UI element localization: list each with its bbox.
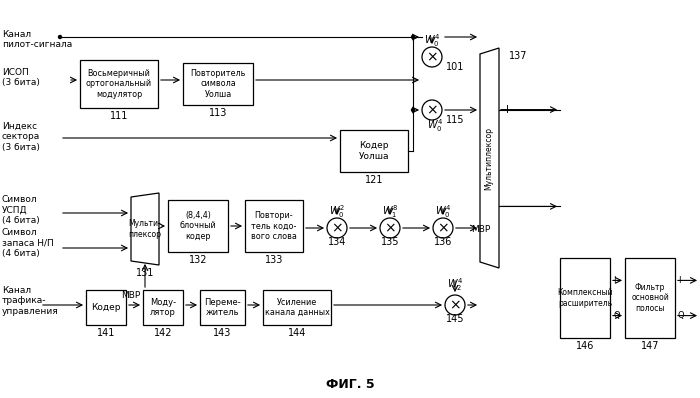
Text: Мультиплексор: Мультиплексор — [484, 127, 494, 189]
Text: $W_0^4$: $W_0^4$ — [424, 33, 440, 49]
Text: ИСОП
(3 бита): ИСОП (3 бита) — [2, 68, 40, 88]
Text: 134: 134 — [328, 237, 346, 247]
Text: 113: 113 — [209, 108, 228, 118]
Circle shape — [445, 295, 465, 315]
Text: ФИГ. 5: ФИГ. 5 — [326, 378, 374, 392]
Text: 144: 144 — [288, 328, 306, 338]
Circle shape — [59, 35, 62, 39]
Text: 101: 101 — [446, 62, 464, 72]
Text: 141: 141 — [97, 328, 116, 338]
Text: Повтори-
тель кодо-
вого слова: Повтори- тель кодо- вого слова — [251, 211, 297, 241]
Text: Канал
трафика-
управления: Канал трафика- управления — [2, 286, 59, 316]
Bar — [80, 60, 158, 108]
Text: I: I — [678, 276, 680, 285]
Text: МВР: МВР — [471, 226, 490, 234]
Text: Символ
УСПД
(4 бита): Символ УСПД (4 бита) — [2, 195, 40, 225]
Text: Мульти-
плексор: Мульти- плексор — [129, 219, 162, 239]
Text: Q: Q — [678, 311, 685, 320]
Text: 146: 146 — [576, 341, 594, 351]
Bar — [340, 130, 408, 172]
Text: 115: 115 — [446, 115, 465, 125]
Text: $W_2^4$: $W_2^4$ — [447, 277, 463, 293]
Circle shape — [433, 218, 453, 238]
Text: Усиление
канала данных: Усиление канала данных — [265, 298, 330, 317]
Text: $W_0^4$: $W_0^4$ — [435, 204, 452, 220]
Text: ×: × — [449, 298, 461, 312]
Text: 111: 111 — [110, 111, 128, 121]
Text: $W_1^8$: $W_1^8$ — [382, 204, 398, 220]
Text: Комплексный
расширитель: Комплексный расширитель — [557, 288, 612, 308]
Polygon shape — [131, 193, 159, 265]
Text: Канал
пилот-сигнала: Канал пилот-сигнала — [2, 30, 72, 49]
Text: ×: × — [426, 50, 438, 64]
Polygon shape — [480, 48, 499, 268]
Text: I: I — [613, 276, 615, 285]
Text: Кодер: Кодер — [91, 303, 120, 312]
Text: Моду-
лятор: Моду- лятор — [150, 298, 176, 317]
Text: 137: 137 — [509, 51, 528, 61]
Text: ×: × — [438, 221, 449, 235]
Text: Индекс
сектора
(3 бита): Индекс сектора (3 бита) — [2, 122, 41, 152]
Text: 142: 142 — [154, 328, 172, 338]
Circle shape — [412, 35, 414, 39]
Text: 132: 132 — [189, 255, 207, 265]
Text: Q: Q — [613, 311, 620, 320]
Text: Символ
запаса Н/П
(4 бита): Символ запаса Н/П (4 бита) — [2, 228, 54, 258]
Bar — [200, 290, 245, 325]
Text: 147: 147 — [640, 341, 659, 351]
Circle shape — [422, 47, 442, 67]
Bar — [245, 200, 303, 252]
Text: 145: 145 — [446, 314, 464, 324]
Circle shape — [380, 218, 400, 238]
Circle shape — [412, 109, 414, 111]
Text: 135: 135 — [381, 237, 399, 247]
Bar — [86, 290, 126, 325]
Text: Переме-
житель: Переме- житель — [204, 298, 241, 317]
Text: 136: 136 — [434, 237, 452, 247]
Text: I: I — [505, 105, 508, 115]
Bar — [143, 290, 183, 325]
Text: 131: 131 — [136, 268, 154, 278]
Bar — [560, 258, 610, 338]
Bar — [168, 200, 228, 252]
Bar — [625, 258, 675, 338]
Text: ×: × — [331, 221, 343, 235]
Circle shape — [327, 218, 347, 238]
Text: 121: 121 — [365, 175, 384, 185]
Text: Повторитель
символа
Уолша: Повторитель символа Уолша — [190, 69, 246, 99]
Text: Восьмеричный
ортогональный
модулятор: Восьмеричный ортогональный модулятор — [86, 69, 152, 99]
Bar — [183, 63, 253, 105]
Text: 143: 143 — [214, 328, 232, 338]
Text: (8,4,4)
блочный
кодер: (8,4,4) блочный кодер — [180, 211, 216, 241]
Text: Кодер
Уолша: Кодер Уолша — [358, 141, 389, 161]
Text: $W_0^2$: $W_0^2$ — [329, 204, 345, 220]
Text: $W_0^4$: $W_0^4$ — [427, 117, 443, 135]
Text: 133: 133 — [265, 255, 284, 265]
Text: ×: × — [426, 103, 438, 117]
Text: ×: × — [384, 221, 395, 235]
Circle shape — [422, 100, 442, 120]
Text: Фильтр
основной
полосы: Фильтр основной полосы — [631, 283, 669, 313]
Text: МВР: МВР — [120, 291, 140, 300]
Bar — [263, 290, 331, 325]
